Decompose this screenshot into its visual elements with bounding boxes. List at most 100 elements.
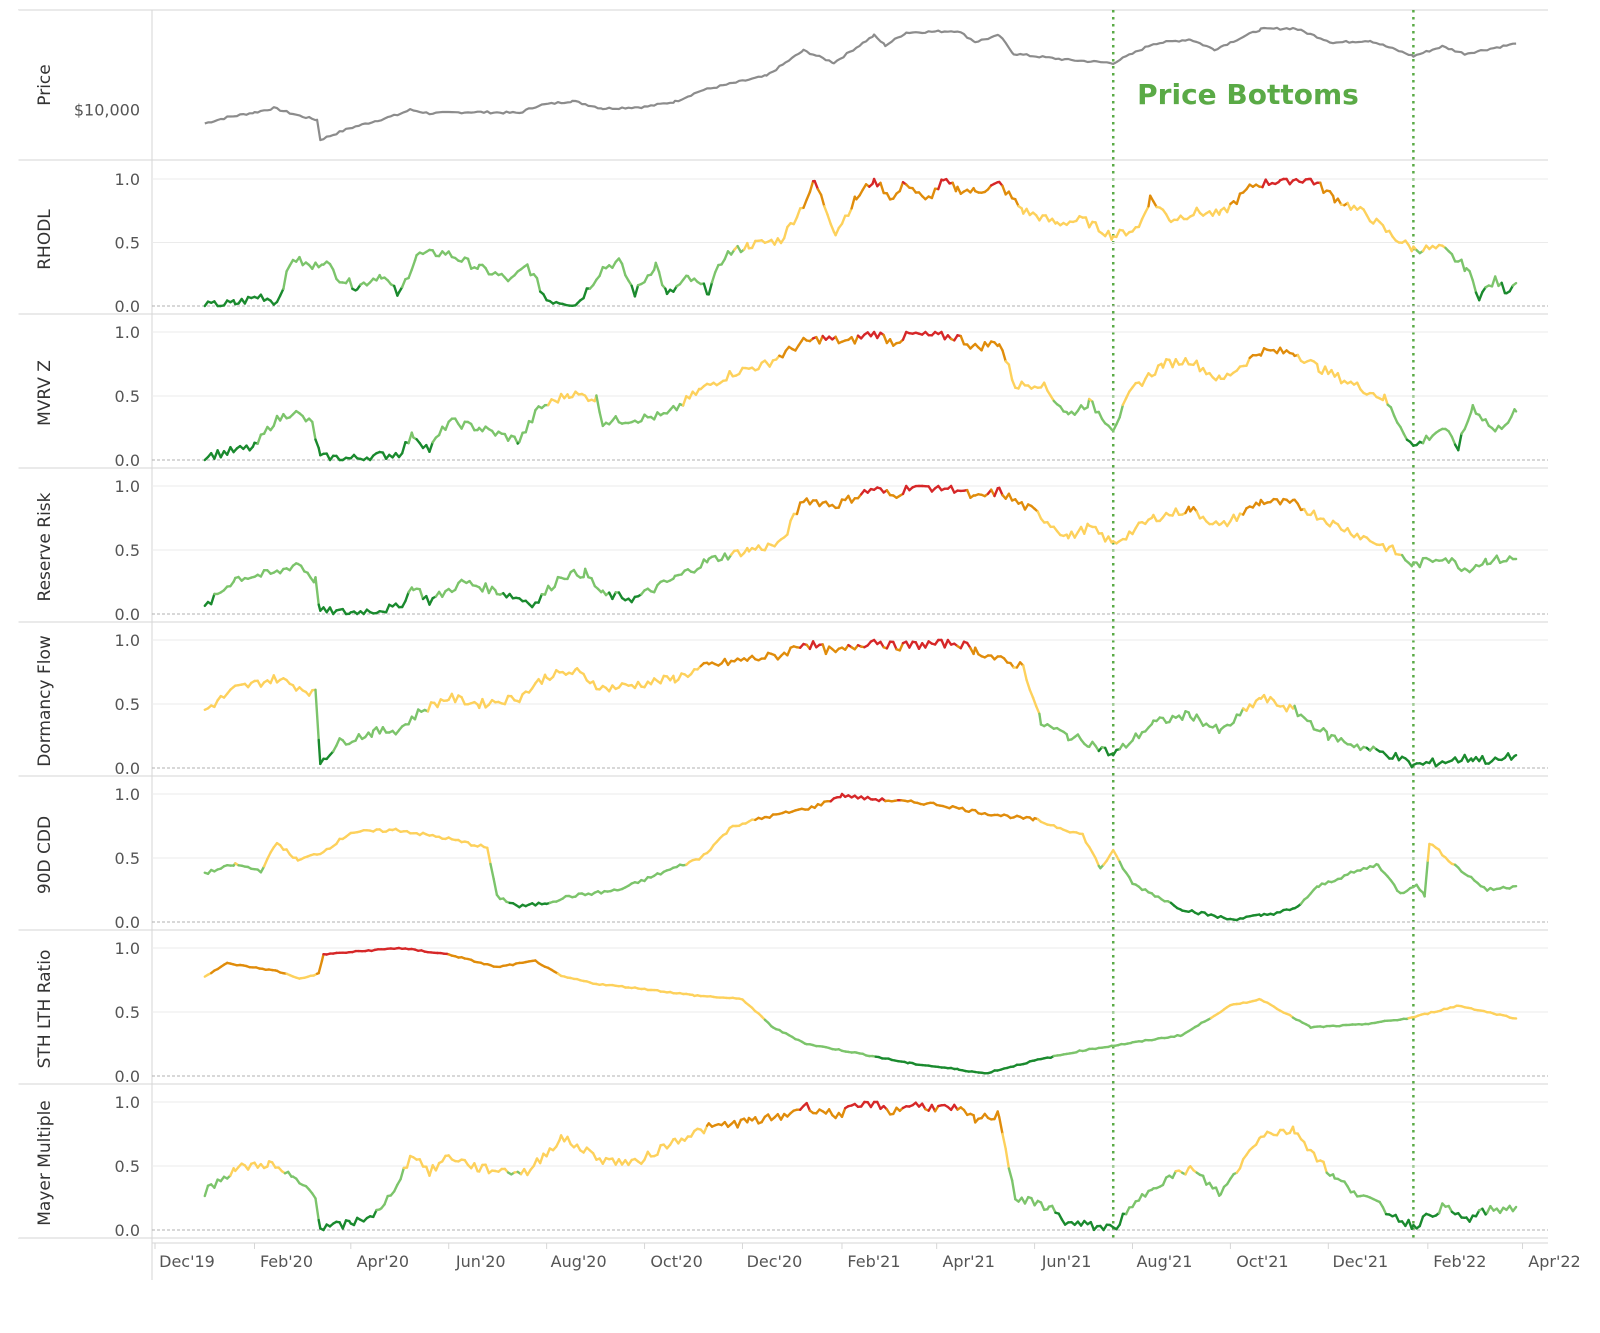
rhodl-segment [881,183,884,193]
dormancy-flow-segment [1182,711,1185,720]
reserve-risk-segment [316,577,319,604]
x-tick-label: Feb'22 [1433,1252,1486,1271]
rhodl-segment [810,181,813,192]
mvrv-z-segment [316,440,319,448]
rhodl-segment [468,259,471,269]
dormancy-flow-segment [593,682,596,690]
mayer-multiple-segment [1203,1176,1206,1185]
dormancy-flow-segment [1433,759,1436,767]
mayer-multiple-segment [1439,1204,1442,1214]
reserve-risk-segment [1420,558,1423,567]
mayer-multiple-segment [704,1126,707,1133]
rhodl-y-tick-label: 1.0 [115,170,140,189]
mayer-multiple-segment [1314,1153,1317,1162]
mayer-multiple-segment [474,1163,477,1171]
reserve-risk-segment [787,521,790,535]
mayer-multiple-segment [842,1108,845,1117]
sth-lth-ratio-y-tick-label: 0.0 [115,1067,140,1086]
mayer-multiple-segment [1513,1207,1516,1211]
dormancy-flow-segment [1033,698,1036,707]
rhodl-segment [600,267,603,276]
sth-lth-ratio-y-tick-label: 1.0 [115,939,140,958]
rhodl-segment [412,260,415,269]
mvrv-z-segment [596,396,599,413]
reserve-risk-y-tick-label: 1.0 [115,477,140,496]
90d-cdd-segment [264,859,267,867]
mvrv-z-segment [1391,407,1394,415]
rhodl-segment [402,279,405,287]
rhodl-segment [784,227,787,238]
reserve-risk-segment [1084,524,1087,534]
x-tick-label: Oct'20 [650,1252,702,1271]
mayer-multiple-segment [1240,1159,1243,1168]
mayer-multiple-segment [1420,1217,1423,1226]
rhodl-segment [1227,204,1230,212]
reserve-risk-segment [995,488,998,496]
reserve-risk-segment [797,503,800,514]
dormancy-flow-segment [415,710,418,720]
x-tick-label: Dec'19 [159,1252,215,1271]
mayer-multiple-segment [1216,1188,1219,1196]
mayer-multiple-segment [205,1186,208,1196]
rhodl-segment [656,263,659,272]
dormancy-flow-segment [1295,706,1298,716]
price-panel-label: Price [35,64,55,105]
rhodl-segment [821,195,824,207]
mayer-multiple-y-tick-label: 0.5 [115,1157,140,1176]
rhodl-segment [828,215,831,224]
90d-cdd-panel-label: 90D CDD [35,816,55,894]
dormancy-flow-panel-label: Dormancy Flow [35,635,55,767]
rhodl-segment [537,278,540,292]
dormancy-flow-segment [319,740,321,764]
rhodl-segment [1320,183,1323,193]
mvrv-z-segment [1092,402,1095,413]
mvrv-z-segment [439,427,442,435]
dormancy-flow-segment [1030,690,1033,698]
90d-cdd-segment [1096,858,1099,866]
dormancy-flow-segment [661,676,664,683]
rhodl-segment [1003,186,1006,195]
dormancy-flow-segment [1039,714,1041,725]
reserve-risk-segment [1393,546,1396,555]
mvrv-z-segment [402,442,405,453]
mayer-multiple-segment [1120,1214,1123,1225]
x-tick-label: Apr'20 [357,1252,409,1271]
dormancy-flow-y-tick-label: 1.0 [115,631,140,650]
mvrv-z-segment [532,410,535,422]
90d-cdd-segment [487,848,490,864]
reserve-risk-segment [539,594,542,602]
mayer-multiple-y-tick-label: 0.0 [115,1221,140,1240]
reserve-risk-y-tick-label: 0.0 [115,605,140,624]
rhodl-segment [704,284,707,295]
mayer-multiple-segment [1012,1180,1015,1199]
mvrv-z-segment [430,442,433,452]
mayer-multiple-segment [1003,1134,1006,1149]
dormancy-flow-segment [787,648,790,656]
x-tick-label: Dec'20 [747,1252,803,1271]
sth-lth-ratio-y-tick-label: 0.5 [115,1003,140,1022]
rhodl-segment [824,206,827,214]
reserve-risk-segment [405,592,408,601]
rhodl-segment [712,272,715,282]
mvrv-z-segment [312,422,315,440]
mvrv-z-segment [1338,373,1341,383]
mvrv-z-segment [1465,421,1468,429]
dormancy-flow-segment [505,696,508,704]
rhodl-segment [804,200,807,208]
rhodl-segment [1237,194,1240,204]
dormancy-flow-segment [1036,706,1039,714]
90d-cdd-y-tick-label: 1.0 [115,785,140,804]
x-tick-label: Jun'21 [1041,1252,1092,1271]
dormancy-flow-segment [438,699,441,707]
mvrv-z-segment [1003,350,1006,361]
mvrv-z-y-tick-label: 1.0 [115,323,140,342]
mvrv-z-segment [1247,358,1250,366]
mvrv-z-segment [683,396,686,405]
mayer-multiple-segment [657,1145,660,1154]
rhodl-segment [842,216,845,224]
mvrv-z-segment [274,416,277,426]
rhodl-segment [635,285,638,296]
mayer-multiple-y-tick-label: 1.0 [115,1093,140,1112]
sth-lth-ratio-segment [319,961,322,973]
